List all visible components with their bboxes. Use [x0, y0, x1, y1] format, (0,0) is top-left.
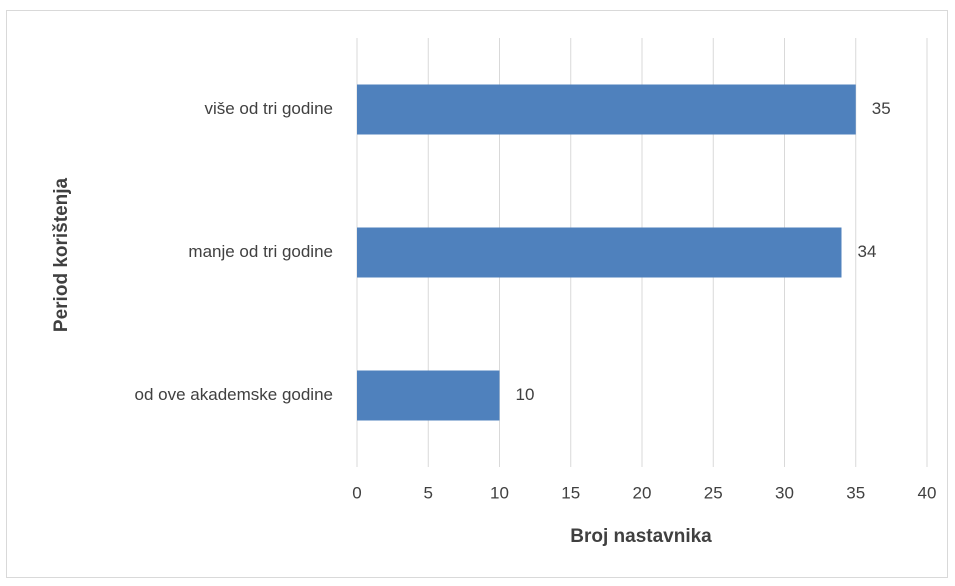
y-tick-label: više od tri godine [204, 99, 333, 118]
y-tick-label: od ove akademske godine [135, 385, 333, 404]
x-tick-label: 35 [846, 483, 865, 502]
data-label: 34 [858, 242, 877, 261]
data-label: 10 [516, 385, 535, 404]
x-tick-label: 30 [775, 483, 794, 502]
bar [357, 84, 856, 135]
x-tick-label: 20 [633, 483, 652, 502]
x-tick-label: 15 [561, 483, 580, 502]
bar [357, 227, 842, 278]
y-axis-label: Period korištenja [51, 177, 72, 332]
x-tick-label: 5 [424, 483, 433, 502]
x-tick-label: 25 [704, 483, 723, 502]
x-tick-label: 0 [352, 483, 361, 502]
x-tick-label: 10 [490, 483, 509, 502]
bar [357, 370, 500, 421]
x-axis-label: Broj nastavnika [570, 526, 712, 547]
y-tick-label: manje od tri godine [188, 242, 333, 261]
data-label: 35 [872, 99, 891, 118]
x-tick-label: 40 [918, 483, 937, 502]
